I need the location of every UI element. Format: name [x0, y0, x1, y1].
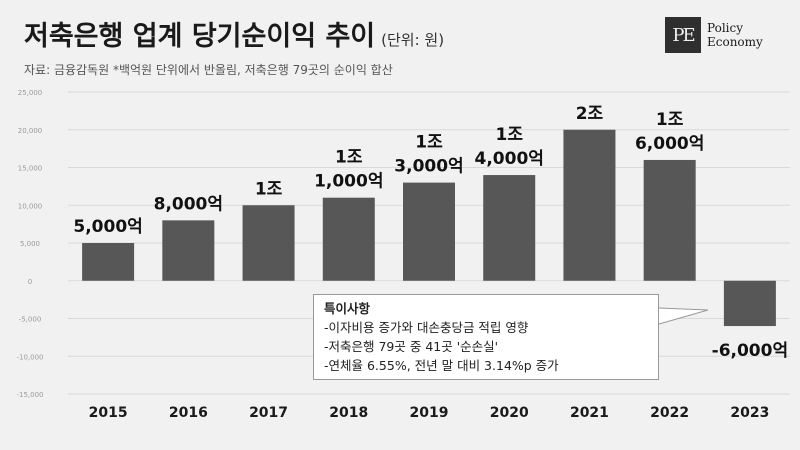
data-label: 5,000억 [73, 217, 142, 237]
x-tick-label: 2015 [89, 405, 128, 421]
data-label: -6,000억 [712, 341, 788, 361]
bar [643, 159, 696, 281]
data-label: 1,000억 [314, 172, 383, 192]
y-tick-label: 5,000 [20, 240, 40, 248]
source-note: 자료: 금융감독원 *백억원 단위에서 반올림, 저축은행 79곳의 순이익 합… [24, 63, 393, 77]
logo-line-2: Economy [707, 35, 763, 49]
y-tick-label: -5,000 [19, 316, 42, 324]
publisher-logo: PE Policy Economy [665, 17, 763, 53]
x-tick-label: 2021 [570, 405, 609, 421]
remarks-line-1: -이자비용 증가와 대손충당금 적립 영향 [324, 320, 529, 335]
y-tick-label: 25,000 [18, 89, 43, 97]
x-tick-label: 2020 [490, 405, 529, 421]
y-tick-label: 15,000 [18, 165, 43, 173]
x-tick-label: 2016 [169, 405, 208, 421]
x-tick-label: 2022 [650, 405, 689, 421]
y-tick-label: 20,000 [18, 127, 43, 135]
bar [162, 220, 215, 281]
x-tick-label: 2023 [730, 405, 769, 421]
bar [82, 243, 135, 281]
data-label: 4,000억 [475, 149, 544, 169]
data-label: 1조 [495, 125, 523, 145]
y-tick-label: 10,000 [18, 202, 43, 210]
x-tick-label: 2017 [249, 405, 288, 421]
y-tick-label: -10,000 [16, 353, 43, 361]
unit-label: (단위: 원) [381, 31, 445, 49]
bar [242, 205, 295, 281]
callout-pointer [658, 307, 709, 325]
remarks-heading: 특이사항 [324, 301, 371, 316]
bar [322, 197, 375, 281]
bar [723, 280, 776, 327]
title-text: 저축은행 업계 당기순이익 추이 [24, 21, 376, 52]
data-label: 6,000억 [635, 134, 704, 154]
bar [403, 182, 455, 281]
y-tick-label: -15,000 [16, 391, 43, 399]
x-tick-label: 2019 [410, 405, 449, 421]
remarks-line-2: -저축은행 79곳 중 41곳 '순손실' [324, 339, 499, 354]
chart-title: 저축은행 업계 당기순이익 추이 (단위: 원) [24, 14, 444, 53]
logo-mark: PE [665, 17, 701, 53]
data-label: 8,000억 [154, 194, 223, 214]
remarks-box: 특이사항 -이자비용 증가와 대손충당금 적립 영향 -저축은행 79곳 중 4… [313, 294, 659, 380]
remarks-line-3: -연체율 6.55%, 전년 말 대비 3.14%p 증가 [324, 358, 559, 373]
data-label: 1조 [255, 179, 283, 199]
data-label: 2조 [576, 104, 604, 124]
logo-line-1: Policy [707, 21, 743, 35]
x-tick-label: 2018 [329, 405, 368, 421]
data-label: 1조 [415, 133, 443, 153]
data-label: 1조 [656, 110, 684, 130]
bar [483, 175, 536, 281]
y-tick-label: 0 [28, 278, 32, 286]
logo-wordmark: Policy Economy [707, 21, 763, 49]
data-label: 1조 [335, 148, 363, 168]
data-label: 3,000억 [394, 157, 463, 177]
bar [563, 129, 616, 281]
